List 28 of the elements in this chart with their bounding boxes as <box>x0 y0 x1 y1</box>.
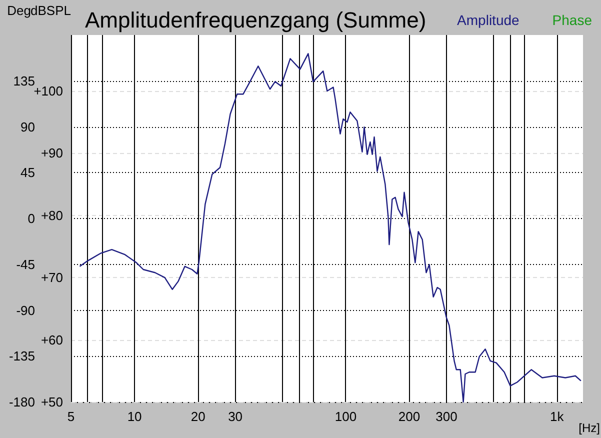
x-tick-label: 10 <box>127 409 142 424</box>
y-tick-label: 45 <box>20 165 35 180</box>
y-tick-label: -135 <box>8 348 35 364</box>
x-tick-label: 100 <box>334 409 357 424</box>
x-tick-label: 20 <box>190 409 206 424</box>
y2-tick-label: +70 <box>40 270 63 286</box>
x-tick-label: 5 <box>67 409 75 424</box>
text: Amplitude <box>457 12 520 28</box>
y-axis-title: Deg <box>7 3 31 18</box>
y2-axis-title: dBSPL <box>30 3 71 18</box>
y2-tick-label: +80 <box>40 208 63 223</box>
x-tick-label: 1k <box>550 409 564 424</box>
chart-title: Amplitudenfrequenzgang (Summe) <box>85 8 426 32</box>
y2-tick-label: +60 <box>40 332 63 348</box>
y2-tick-label: +100 <box>34 83 63 98</box>
y-tick-label: -180 <box>8 394 35 410</box>
y-tick-label: -45 <box>16 256 35 272</box>
y-tick-label: -90 <box>16 302 35 318</box>
y-tick-label: 0 <box>28 211 35 226</box>
y2-tick-label: +90 <box>40 146 63 161</box>
x-tick-label: 200 <box>398 409 420 424</box>
x-tick-label: 300 <box>436 409 458 424</box>
legend-label: Phase <box>552 12 592 28</box>
y-tick-label: 90 <box>20 119 35 134</box>
y2-tick-label: +50 <box>40 394 63 410</box>
x-tick-label: 30 <box>228 409 243 424</box>
x-axis-title: [Hz] <box>578 421 600 435</box>
y-tick-label: 135 <box>13 73 35 88</box>
